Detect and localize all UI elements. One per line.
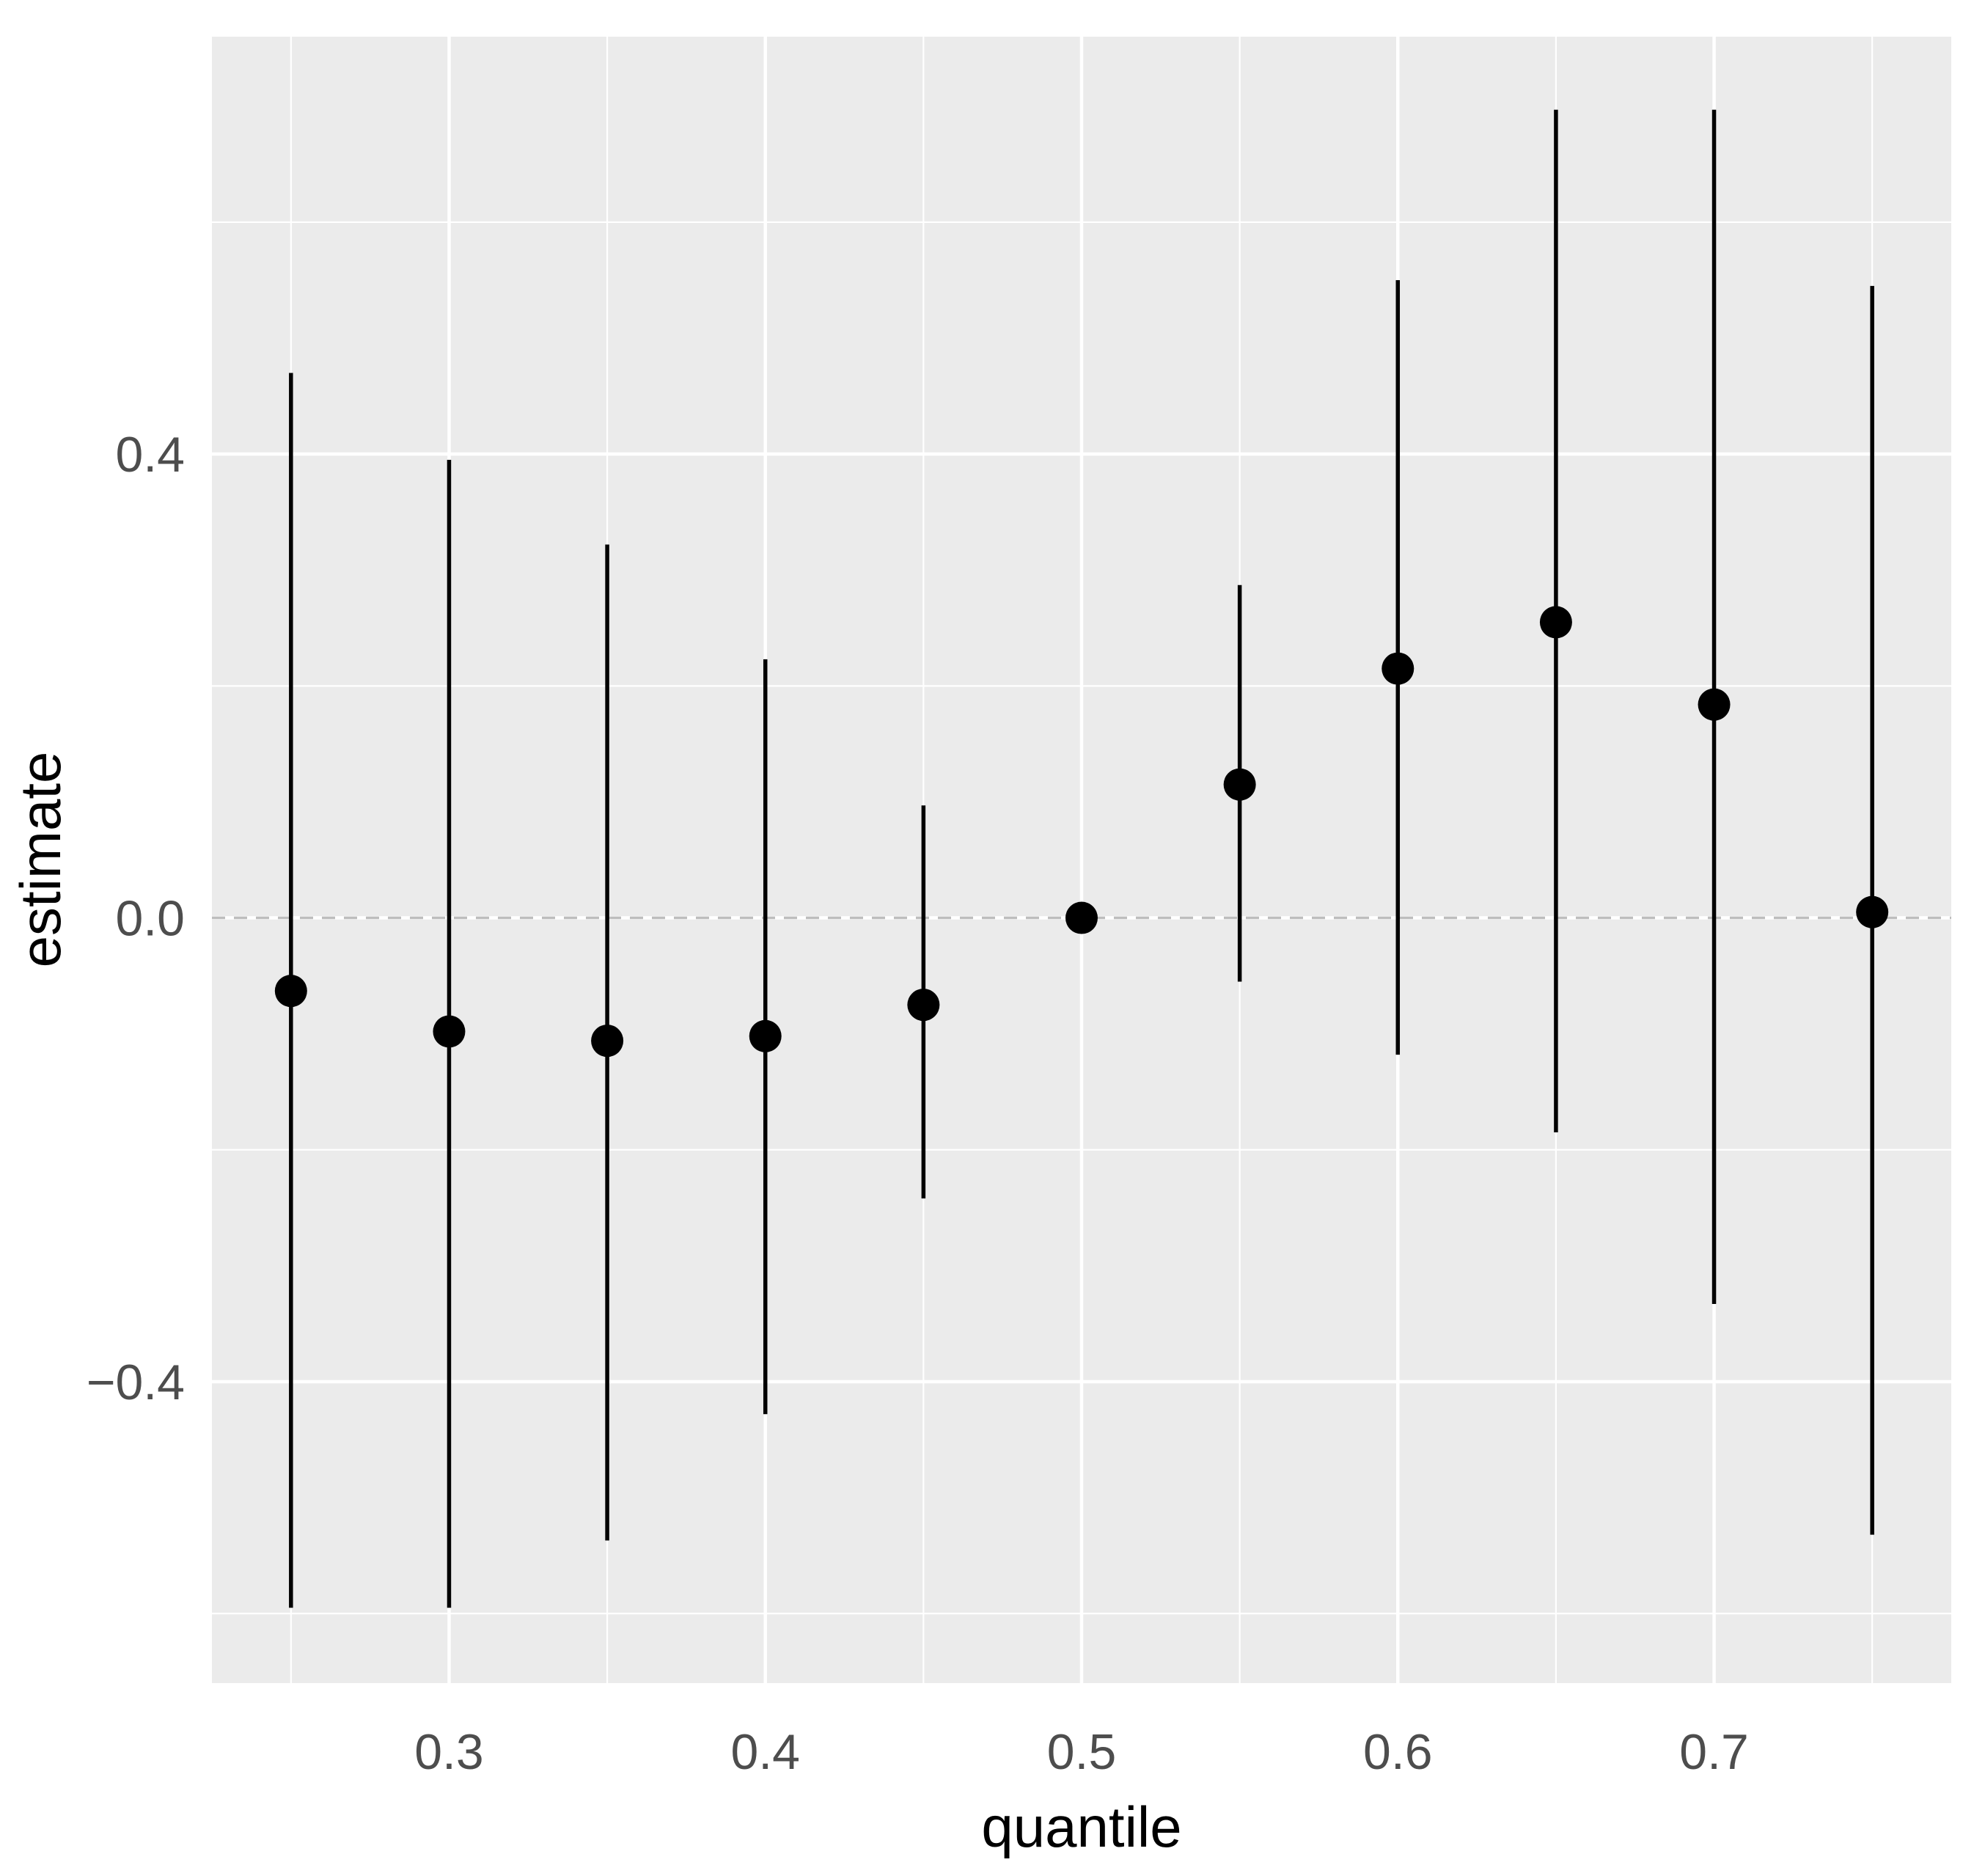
x-axis-title: quantile xyxy=(981,1795,1181,1859)
x-tick-label: 0.6 xyxy=(1363,1724,1433,1780)
estimate-point xyxy=(274,975,307,1008)
y-axis-tick-labels: −0.4 0.0 0.4 xyxy=(87,427,185,1410)
estimate-point xyxy=(1698,688,1731,721)
estimate-point xyxy=(1223,768,1256,801)
y-tick-label: 0.4 xyxy=(115,427,185,483)
estimate-points xyxy=(274,606,1889,1058)
y-tick-label: 0.0 xyxy=(115,891,185,947)
y-axis-title: estimate xyxy=(8,752,73,968)
estimate-point xyxy=(749,1019,782,1052)
x-tick-label: 0.4 xyxy=(730,1724,800,1780)
estimate-point xyxy=(591,1025,624,1058)
estimate-point xyxy=(433,1015,466,1048)
x-axis-tick-labels: 0.3 0.4 0.5 0.6 0.7 xyxy=(414,1724,1749,1780)
estimate-point xyxy=(1382,652,1415,685)
x-tick-label: 0.5 xyxy=(1047,1724,1117,1780)
estimate-point xyxy=(1539,606,1572,639)
x-tick-label: 0.3 xyxy=(414,1724,484,1780)
y-tick-label: −0.4 xyxy=(87,1355,185,1410)
estimate-point xyxy=(907,989,940,1022)
x-tick-label: 0.7 xyxy=(1679,1724,1749,1780)
estimate-point xyxy=(1856,895,1889,928)
estimate-point xyxy=(1065,901,1098,934)
